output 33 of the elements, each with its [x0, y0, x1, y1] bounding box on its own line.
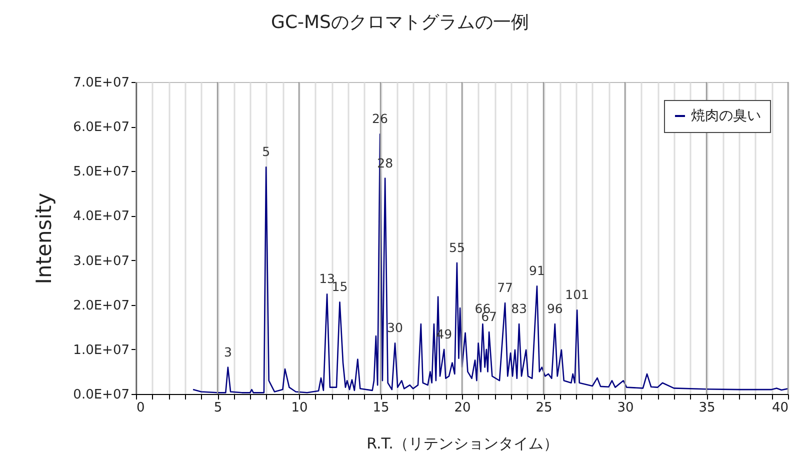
x-tick-label: 5 — [214, 400, 222, 416]
x-tick-label: 20 — [454, 400, 471, 416]
annotation: 13 — [319, 271, 335, 286]
annotation: 26 — [372, 111, 388, 126]
x-tick-label: 30 — [617, 400, 634, 416]
x-tick-label: 40 — [772, 400, 788, 416]
annotation: 5 — [262, 144, 270, 160]
annotation: 83 — [511, 301, 528, 316]
x-tick-label: 0 — [136, 400, 145, 416]
chart-title: GC-MSのクロマトグラムの一例 — [271, 12, 529, 33]
annotation: 96 — [546, 301, 563, 316]
x-tick-label: 35 — [698, 400, 716, 416]
x-tick-label: 10 — [291, 400, 308, 416]
y-tick-label: 5.0E+07 — [73, 164, 130, 180]
y-tick-label: 6.0E+07 — [73, 120, 130, 136]
legend-label: 焼肉の臭い — [691, 108, 761, 124]
y-tick-label: 1.0E+07 — [73, 342, 130, 358]
annotation: 77 — [497, 280, 513, 296]
x-tick-label: 25 — [536, 400, 552, 416]
y-tick-label: 2.0E+07 — [73, 298, 130, 314]
line-series — [192, 134, 788, 394]
y-tick-label: 3.0E+07 — [73, 254, 130, 269]
x-tick-label: 15 — [372, 400, 390, 416]
x-axis-title: R.T.（リテンションタイム） — [366, 434, 558, 452]
y-tick-label: 4.0E+07 — [73, 209, 130, 224]
annotation: 30 — [387, 320, 404, 336]
annotation: 55 — [448, 240, 465, 255]
annotation: 101 — [565, 287, 590, 302]
y-tick-label: 0.0E+07 — [73, 388, 130, 402]
annotation: 3 — [224, 344, 232, 360]
y-axis-title: Intensity — [32, 192, 56, 284]
y-tick-label: 7.0E+07 — [73, 76, 130, 90]
annotation: 91 — [529, 263, 545, 278]
